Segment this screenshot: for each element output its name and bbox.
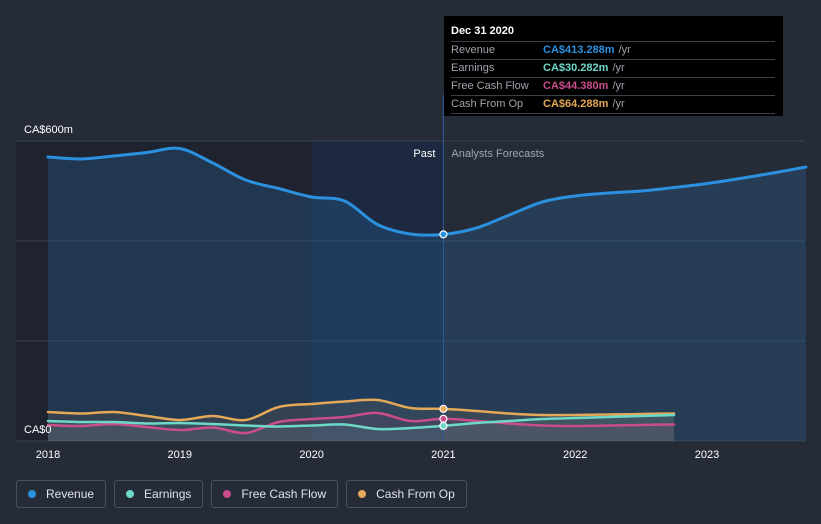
tooltip-row-cash-from-op: Cash From Op CA$64.288m /yr — [451, 95, 775, 114]
earnings-marker — [439, 421, 448, 430]
revenue-marker — [439, 230, 448, 239]
tooltip-unit: /yr — [612, 98, 625, 110]
tooltip-label: Revenue — [451, 44, 496, 56]
tooltip-unit: /yr — [612, 62, 625, 74]
x-tick-label: 2018 — [36, 449, 60, 461]
x-tick-label: 2021 — [431, 449, 455, 461]
tooltip-row-earnings: Earnings CA$30.282m /yr — [451, 59, 775, 77]
x-tick-label: 2019 — [168, 449, 192, 461]
tooltip-unit: /yr — [618, 44, 631, 56]
cash-from-op-area — [48, 399, 675, 441]
cash-from-op-line — [46, 398, 676, 422]
past-label: Past — [413, 148, 435, 160]
y-axis-min-label: CA$0 — [24, 424, 52, 436]
legend-label: Earnings — [144, 487, 192, 501]
legend-dot-icon — [358, 490, 367, 498]
tooltip-date: Dec 31 2020 — [451, 25, 514, 37]
cash-from-op-marker — [439, 404, 448, 413]
revenue-area — [48, 148, 806, 442]
highlight-window — [311, 141, 444, 441]
chart-legend: Revenue Earnings Free Cash Flow Cash Fro… — [16, 480, 469, 508]
tooltip-row-free-cash-flow: Free Cash Flow CA$44.380m /yr — [451, 77, 775, 95]
legend-label: Cash From Op — [376, 487, 455, 501]
legend-label: Free Cash Flow — [241, 487, 327, 501]
tooltip-row-revenue: Revenue CA$413.288m /yr — [451, 41, 775, 59]
free-cash-flow-line — [46, 411, 676, 435]
tooltip-label: Earnings — [451, 62, 495, 74]
legend-item-cash-from-op[interactable]: Cash From Op — [346, 480, 467, 508]
legend-item-earnings[interactable]: Earnings — [114, 480, 204, 508]
earnings-line — [46, 413, 676, 431]
tooltip-label: Cash From Op — [451, 98, 524, 110]
data-tooltip: Dec 31 2020 Revenue CA$413.288m /yr Earn… — [444, 16, 783, 116]
legend-label: Revenue — [46, 487, 95, 501]
x-tick-label: 2022 — [563, 449, 587, 461]
tooltip-label: Free Cash Flow — [451, 80, 529, 92]
x-tick-label: 2023 — [695, 449, 719, 461]
x-tick-label: 2020 — [299, 449, 323, 461]
legend-dot-icon — [223, 490, 232, 498]
revenue-line — [46, 146, 808, 237]
legend-dot-icon — [126, 490, 135, 498]
tooltip-unit: /yr — [612, 80, 625, 92]
tooltip-value: CA$413.288m — [543, 44, 615, 56]
legend-item-revenue[interactable]: Revenue — [16, 480, 107, 508]
forecast-label: Analysts Forecasts — [451, 148, 544, 160]
legend-item-free-cash-flow[interactable]: Free Cash Flow — [211, 480, 339, 508]
y-axis-max-label: CA$600m — [24, 124, 73, 136]
tooltip-value: CA$30.282m — [543, 62, 609, 74]
legend-dot-icon — [28, 490, 36, 498]
tooltip-value: CA$64.288m — [543, 98, 609, 110]
tooltip-value: CA$44.380m — [543, 80, 609, 92]
revenue-earnings-chart: Past Analysts Forecasts CA$600m CA$0 2018 201… — [16, 95, 808, 461]
free-cash-flow-marker — [439, 414, 448, 423]
